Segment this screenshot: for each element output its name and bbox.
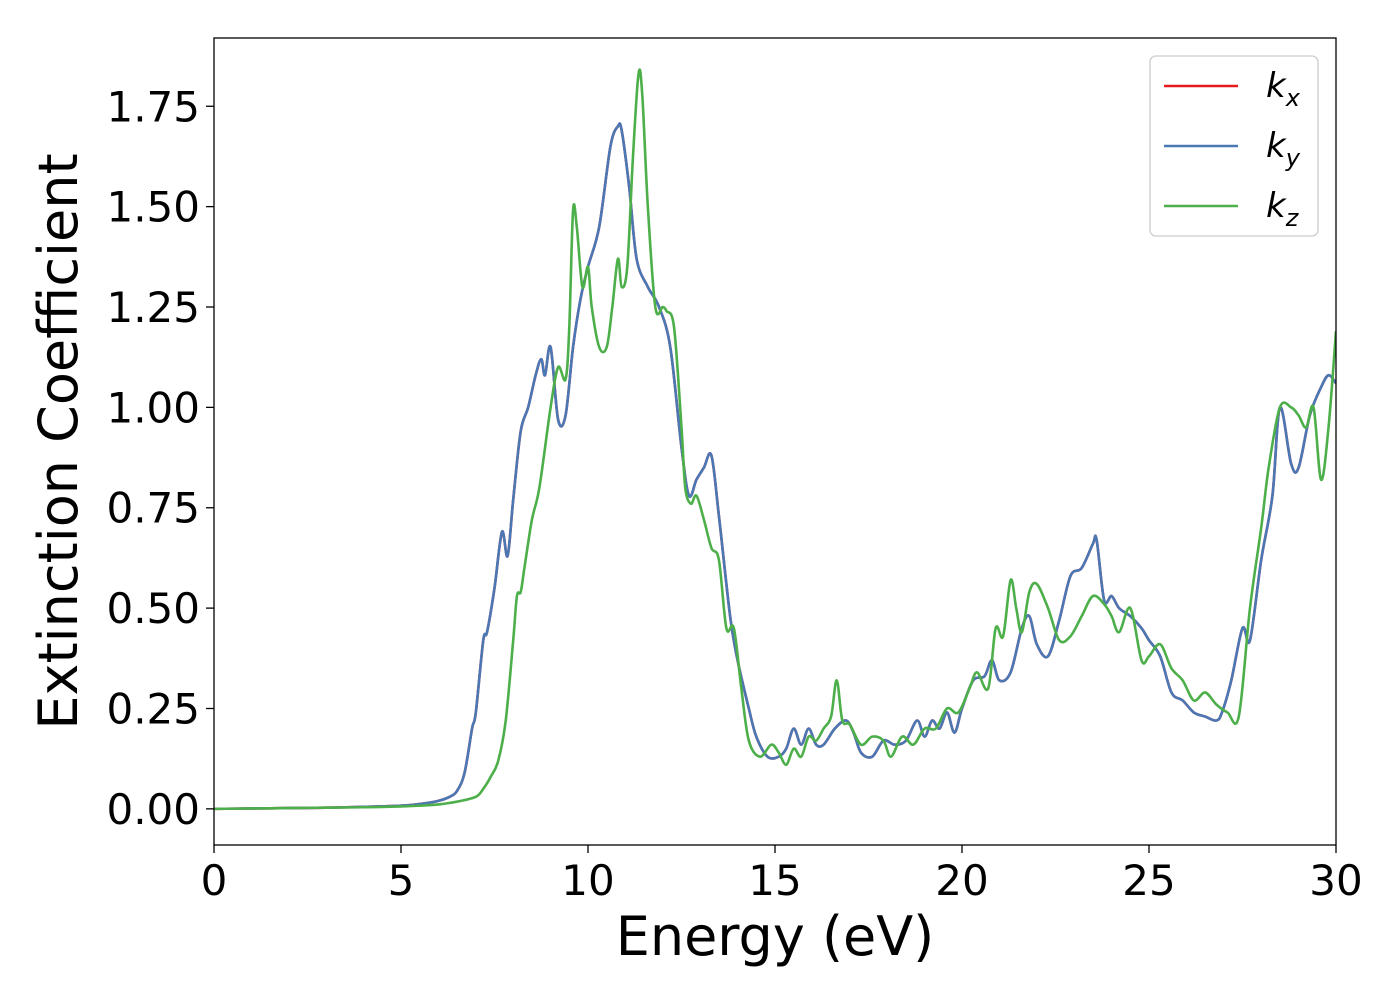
y-tick-label: 1.50: [106, 183, 200, 232]
legend-label-ky: ky: [1266, 126, 1301, 172]
x-axis: 0 5 10 15 20 25 30: [201, 845, 1363, 905]
y-tick-label: 1.00: [106, 383, 200, 432]
legend-label-subscript: y: [1285, 144, 1301, 172]
x-tick-label: 0: [201, 856, 228, 905]
y-tick-label: 0.00: [106, 785, 200, 834]
x-tick-label: 30: [1309, 856, 1362, 905]
x-tick-label: 5: [388, 856, 415, 905]
x-tick-label: 10: [561, 856, 614, 905]
y-tick-label: 0.50: [106, 584, 200, 633]
legend-label-kx: kx: [1266, 66, 1301, 112]
x-tick-label: 20: [935, 856, 988, 905]
series-lines: [214, 68, 1336, 811]
legend-label-kz: kz: [1266, 186, 1300, 232]
y-tick-label: 1.25: [106, 283, 200, 332]
y-tick-label: 0.75: [106, 484, 200, 533]
y-tick-label: 0.25: [106, 684, 200, 733]
legend-label-subscript: z: [1285, 204, 1300, 232]
y-axis: 0.00 0.25 0.50 0.75 1.00 1.25 1.50 1.75: [106, 82, 214, 834]
y-tick-label: 1.75: [106, 82, 200, 131]
legend-label-subscript: x: [1285, 84, 1301, 112]
x-tick-label: 25: [1122, 856, 1175, 905]
legend-label-name: k: [1266, 186, 1287, 226]
legend-label-name: k: [1266, 66, 1287, 106]
series-line-kz: [214, 68, 1336, 811]
x-axis-title: Energy (eV): [616, 905, 935, 968]
y-axis-title: Extinction Coefficient: [27, 153, 90, 729]
legend-label-name: k: [1266, 126, 1287, 166]
x-tick-label: 15: [748, 856, 801, 905]
